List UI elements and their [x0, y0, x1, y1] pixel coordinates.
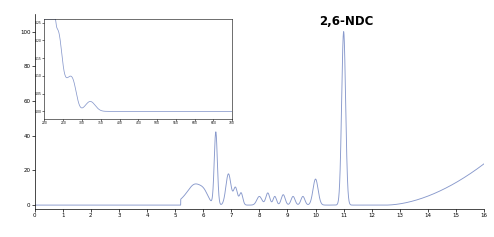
Text: 2,6-NDC: 2,6-NDC: [319, 15, 373, 28]
